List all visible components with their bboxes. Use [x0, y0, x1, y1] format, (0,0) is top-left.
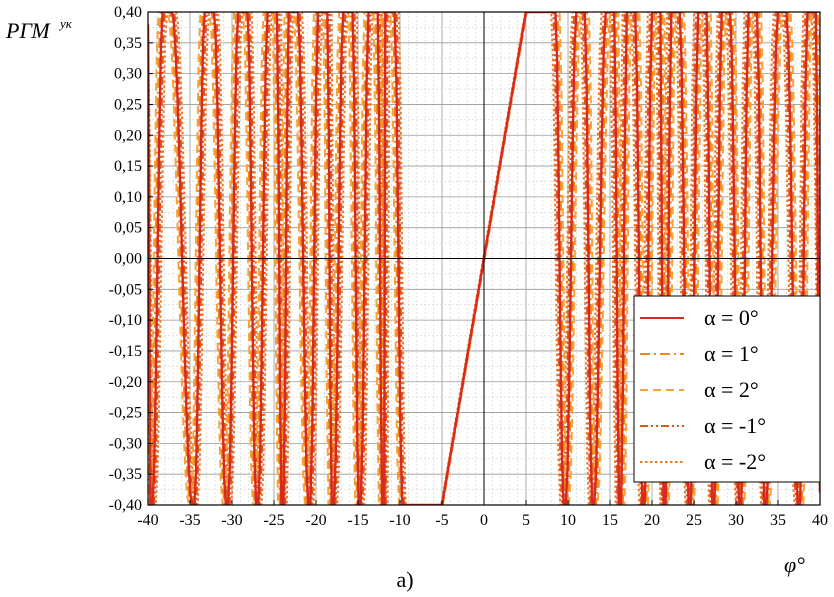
x-tick-label: -30: [221, 512, 242, 529]
y-tick-label: -0,05: [109, 281, 142, 298]
legend-label: α = 1°: [704, 341, 759, 366]
y-axis-title-sup: ук: [58, 16, 73, 31]
x-tick-label: 30: [728, 512, 744, 529]
x-tick-label: 0: [480, 512, 488, 529]
x-tick-label: -40: [137, 512, 158, 529]
legend: α = 0° α = 1° α = 2° α = -1° α = -2°: [633, 295, 821, 483]
y-tick-label: 0,10: [114, 189, 142, 206]
legend-label: α = -1°: [704, 413, 766, 438]
series-line-1: [148, 12, 820, 505]
y-tick-label: 0,25: [114, 96, 142, 113]
x-tick-label: 40: [812, 512, 828, 529]
x-tick-label: -15: [347, 512, 368, 529]
y-tick-label: -0,10: [109, 312, 142, 329]
x-tick-label: -20: [305, 512, 326, 529]
y-tick-label: -0,15: [109, 343, 142, 360]
y-tick-label: 0,00: [114, 251, 142, 268]
y-axis-title: РГМ: [5, 18, 51, 43]
y-tick-label: 0,40: [114, 4, 142, 21]
y-tick-label: -0,40: [109, 497, 142, 514]
tick-labels: -40 -35 -30 -25 -20 -15 -10 -5 0 5 10 15 20 25 30 35 40 -…: [109, 4, 828, 529]
y-tick-label: 0,30: [114, 66, 142, 83]
x-tick-label: 25: [686, 512, 702, 529]
y-tick-label: 0,20: [114, 127, 142, 144]
x-tick-label: -5: [435, 512, 448, 529]
x-tick-label: 15: [602, 512, 618, 529]
y-tick-label: 0,05: [114, 220, 142, 237]
legend-label: α = 2°: [704, 377, 759, 402]
series-line-2: [148, 12, 820, 505]
x-tick-label: -35: [179, 512, 200, 529]
legend-label: α = -2°: [704, 449, 766, 474]
figure-caption: а): [396, 567, 413, 592]
axes: [147, 11, 821, 506]
y-tick-label: -0,25: [109, 405, 142, 422]
legend-box: [633, 295, 821, 483]
y-tick-label: 0,35: [114, 35, 142, 52]
x-tick-label: 5: [522, 512, 530, 529]
x-tick-label: 35: [770, 512, 786, 529]
legend-label: α = 0°: [704, 305, 759, 330]
x-tick-label: -10: [389, 512, 410, 529]
x-axis-title: φ°: [784, 552, 805, 577]
y-tick-label: -0,20: [109, 374, 142, 391]
x-tick-label: 10: [560, 512, 576, 529]
x-tick-label: -25: [263, 512, 284, 529]
y-tick-label: 0,15: [114, 158, 142, 175]
y-tick-label: -0,35: [109, 466, 142, 483]
y-tick-label: -0,30: [109, 435, 142, 452]
x-tick-label: 20: [644, 512, 660, 529]
